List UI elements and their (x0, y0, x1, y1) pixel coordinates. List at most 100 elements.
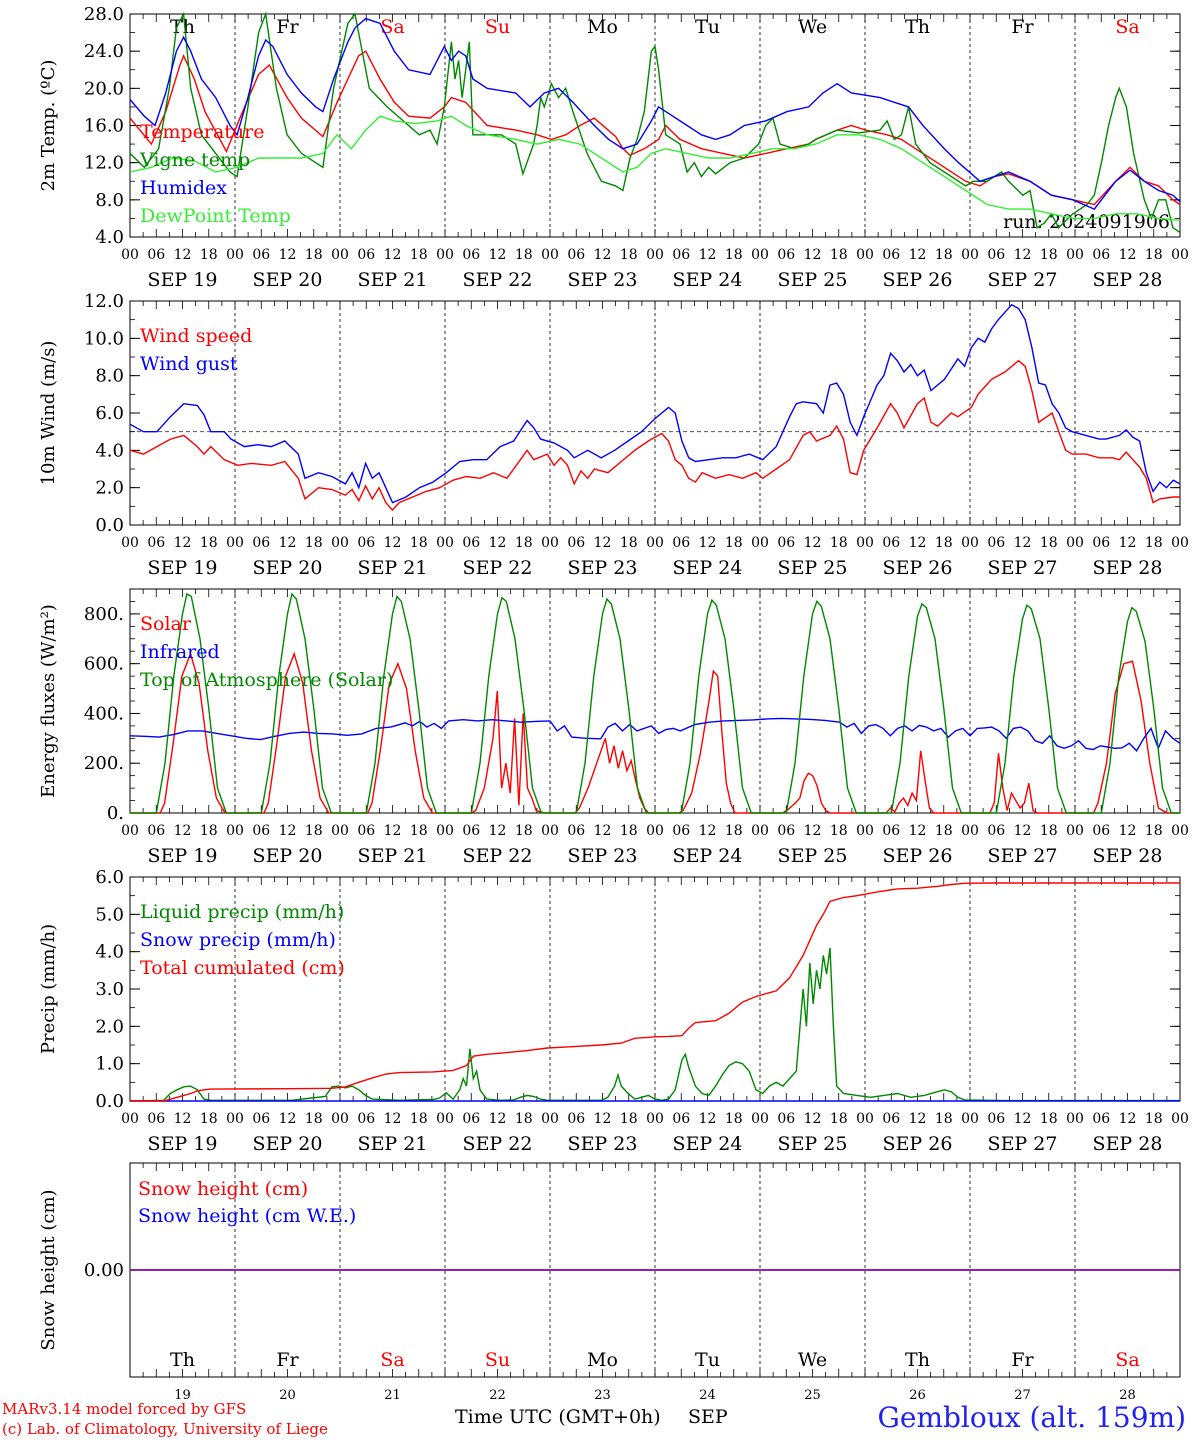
y-tick-label: 28.0 (84, 4, 124, 25)
date-label: SEP 25 (778, 557, 848, 579)
y-tick-label: 4.0 (95, 227, 124, 248)
date-label: SEP 28 (1093, 269, 1163, 291)
hour-tick-label: 12 (279, 823, 297, 839)
hour-tick-label: 06 (567, 535, 585, 551)
date-label: SEP 20 (253, 845, 323, 867)
hour-tick-label: 00 (1066, 247, 1084, 263)
date-label: SEP 22 (463, 557, 533, 579)
hour-tick-label: 18 (1145, 247, 1163, 263)
hour-tick-label: 00 (541, 1111, 559, 1127)
date-label: SEP 21 (358, 1133, 428, 1155)
y-axis-label: 2m Temp. (ºC) (38, 60, 59, 192)
hour-tick-label: 12 (804, 1111, 822, 1127)
hour-tick-label: 12 (279, 535, 297, 551)
hour-tick-label: 06 (882, 535, 900, 551)
hour-tick-label: 18 (725, 247, 743, 263)
hour-tick-label: 00 (226, 1111, 244, 1127)
hour-tick-label: 12 (1014, 247, 1032, 263)
hour-tick-label: 12 (699, 1111, 717, 1127)
date-label: SEP 19 (148, 269, 218, 291)
y-tick-label: 16.0 (84, 116, 124, 137)
hour-tick-label: 06 (777, 823, 795, 839)
hour-tick-label: 06 (987, 1111, 1005, 1127)
hour-tick-label: 00 (856, 823, 874, 839)
hour-tick-label: 18 (620, 1111, 638, 1127)
hour-tick-label: 12 (909, 535, 927, 551)
hour-tick-label: 18 (935, 535, 953, 551)
weekday-label: We (798, 16, 827, 38)
hour-tick-label: 06 (777, 1111, 795, 1127)
hour-tick-label: 00 (1066, 535, 1084, 551)
date-label: SEP 23 (568, 557, 638, 579)
series-line-wind-gust (129, 303, 1181, 504)
y-tick-label: 8.0 (95, 366, 124, 387)
series-line-liquid-precip-mm-h (129, 947, 1180, 1102)
series-line-top-of-atmosphere-solar (130, 592, 1180, 814)
weekday-label: Th (170, 1349, 195, 1371)
date-label: SEP 28 (1093, 1133, 1163, 1155)
hour-tick-label: 12 (699, 823, 717, 839)
hour-tick-label: 06 (882, 247, 900, 263)
hour-tick-label: 00 (751, 247, 769, 263)
y-tick-label: 0. (107, 803, 124, 824)
hour-tick-label: 12 (489, 823, 507, 839)
weekday-label: Fr (276, 16, 299, 38)
run-label: run: 2024091906 (1003, 211, 1170, 233)
hour-tick-label: 06 (882, 1111, 900, 1127)
hour-tick-label: 18 (410, 247, 428, 263)
hour-tick-label: 06 (462, 1111, 480, 1127)
series-line-humidex (129, 17, 1181, 210)
hour-tick-label: 12 (1014, 535, 1032, 551)
hour-tick-label: 06 (462, 823, 480, 839)
day-number-label: 20 (279, 1388, 296, 1403)
date-label: SEP 28 (1093, 557, 1163, 579)
hour-tick-label: 18 (305, 535, 323, 551)
hour-tick-label: 12 (1014, 823, 1032, 839)
series-line-wind-speed (129, 359, 1180, 512)
weekday-label: Th (905, 1349, 930, 1371)
hour-tick-label: 06 (1092, 247, 1110, 263)
legend-entry: Wind gust (140, 353, 238, 375)
hour-tick-label: 00 (856, 535, 874, 551)
legend-entry: Snow precip (mm/h) (140, 929, 336, 951)
day-number-label: 24 (699, 1388, 716, 1403)
y-axis-label: Precip (mm/h) (38, 924, 59, 1054)
hour-tick-label: 00 (1171, 535, 1189, 551)
hour-tick-label: 00 (961, 823, 979, 839)
hour-tick-label: 12 (384, 247, 402, 263)
hour-tick-label: 06 (357, 823, 375, 839)
weekday-label: Fr (276, 1349, 299, 1371)
hour-tick-label: 06 (987, 247, 1005, 263)
date-label: SEP 20 (253, 269, 323, 291)
hour-tick-label: 12 (1014, 1111, 1032, 1127)
energy-flux-panel: 0. 200. 400. 600. 800. Energy fluxes (W/m²) 00… (38, 588, 1189, 867)
y-tick-label: 600. (84, 654, 124, 675)
hour-tick-label: 00 (331, 823, 349, 839)
hour-tick-label: 18 (410, 535, 428, 551)
date-label: SEP 21 (358, 845, 428, 867)
hour-tick-label: 06 (672, 1111, 690, 1127)
hour-tick-label: 18 (725, 823, 743, 839)
hour-tick-label: 00 (541, 247, 559, 263)
hour-tick-label: 00 (1066, 823, 1084, 839)
y-tick-label: 800. (84, 604, 124, 625)
hour-tick-label: 18 (935, 247, 953, 263)
weekday-label: Th (170, 16, 195, 38)
hour-tick-label: 12 (594, 1111, 612, 1127)
hour-tick-label: 00 (331, 535, 349, 551)
hour-tick-label: 00 (961, 1111, 979, 1127)
weekday-label: Sa (380, 1349, 404, 1371)
hour-tick-label: 18 (515, 535, 533, 551)
hour-tick-label: 06 (567, 247, 585, 263)
hour-tick-label: 06 (672, 823, 690, 839)
hour-tick-label: 18 (305, 1111, 323, 1127)
weekday-label: We (798, 1349, 827, 1371)
legend-entry: Top of Atmosphere (Solar) (140, 669, 393, 691)
hour-tick-label: 06 (357, 247, 375, 263)
y-tick-label: 6.0 (95, 403, 124, 424)
hour-tick-label: 12 (489, 247, 507, 263)
hour-tick-label: 00 (856, 247, 874, 263)
hour-tick-label: 12 (489, 535, 507, 551)
hour-tick-label: 00 (1171, 247, 1189, 263)
hour-tick-label: 00 (646, 247, 664, 263)
